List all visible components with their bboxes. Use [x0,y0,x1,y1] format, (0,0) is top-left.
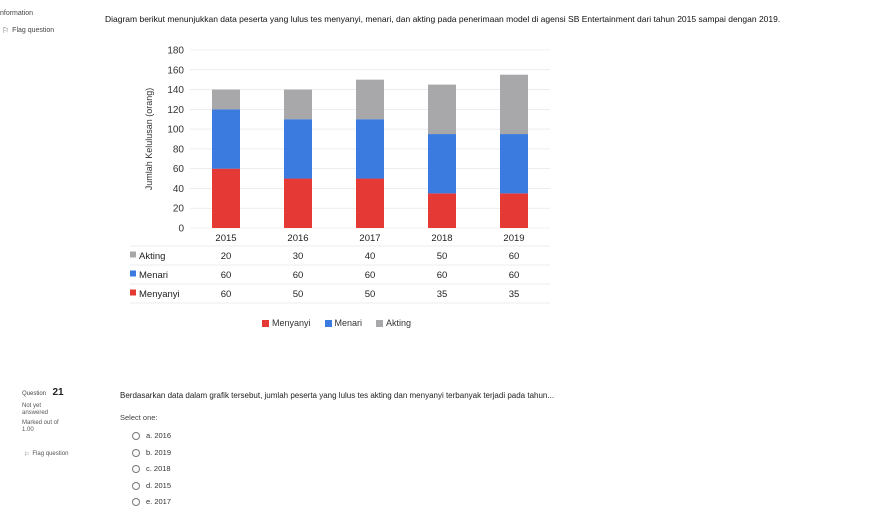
answer-option-label: a. 2016 [146,431,172,440]
table-cell: 50 [365,289,376,300]
table-row-label: Menari [139,270,168,281]
legend-swatch-akting [376,319,384,327]
radio-button[interactable] [132,448,140,457]
question-flag-label: Flag question [32,451,69,457]
table-row-label: Akting [139,251,165,262]
y-tick-label: 60 [173,164,185,175]
legend-label-menyanyi: Menyanyi [272,318,311,328]
table-cell: 60 [437,270,448,281]
chart-legend: Menyanyi Menari Akting [262,318,411,328]
bar-segment-menari [284,119,312,179]
answer-option-label: b. 2019 [146,448,172,457]
y-tick-label: 100 [167,125,184,136]
radio-button[interactable] [132,497,140,506]
y-tick-label: 160 [167,65,184,76]
legend-swatch-menari [324,319,332,327]
question-text: Berdasarkan data dalam grafik tersebut, … [120,391,555,400]
legend-label-menari: Menari [334,318,363,328]
table-row-label: Menyanyi [139,289,180,300]
question-label: Question [22,391,47,397]
legend-swatch-menyanyi [262,319,269,327]
bar-segment-menyanyi [356,178,384,228]
x-tick-label: 2019 [503,233,524,244]
table-cell: 60 [365,270,376,281]
flag-question-link[interactable]: ⚐ Flag question [2,26,54,35]
bar-segment-menari [212,109,240,169]
y-axis-label: Jumlah Kelulusan (orang) [144,88,154,191]
question-marks: Marked out of 1.00 [22,420,102,434]
bar-segment-akting [356,79,384,120]
info-panel: nformation ⚐ Flag question [0,0,100,50]
y-tick-label: 80 [173,144,185,155]
table-cell: 35 [509,289,520,300]
select-one-label: Select one: [120,413,158,422]
question-status: Not yet answered [22,403,102,417]
table-cell: 60 [293,270,304,281]
y-tick-label: 180 [167,46,184,57]
bar-segment-menari [428,134,456,194]
table-cell: 60 [509,270,520,281]
flag-question-label: Flag question [12,27,55,34]
table-cell: 30 [293,251,304,262]
legend-item-akting: Akting [376,318,411,328]
table-cell: 50 [293,289,304,300]
flag-icon: ⚐ [24,452,30,458]
bar-segment-menyanyi [284,178,312,228]
x-tick-label: 2018 [431,233,452,244]
table-cell: 35 [437,289,448,300]
answer-option-label: e. 2017 [146,497,172,506]
marked-line-1: Marked out of [22,420,59,426]
y-tick-label: 0 [178,224,184,235]
answer-option-e[interactable]: e. 2017 [132,497,171,506]
table-row-swatch [130,251,136,258]
table-cell: 60 [509,251,520,262]
answer-option-label: d. 2015 [146,481,172,490]
y-tick-label: 40 [173,184,185,195]
legend-item-menyanyi: Menyanyi [262,318,311,328]
bar-segment-menyanyi [500,193,528,228]
table-cell: 60 [221,289,232,300]
table-cell: 20 [221,251,232,262]
table-cell: 50 [437,251,448,262]
bar-segment-menari [356,119,384,179]
question-flag-link[interactable]: ⚐ Flag question [24,451,68,458]
y-tick-label: 140 [167,85,184,96]
status-line-2: answered [22,410,49,416]
stacked-bar-chart: 0 20 40 60 80 100 120 140 160 180 Jumlah Kelulusan… [130,46,550,304]
table-cell: 40 [365,251,376,262]
flag-icon: ⚐ [2,26,10,35]
bar-segment-menari [500,134,528,194]
table-cell: 60 [221,270,232,281]
y-tick-label: 20 [173,204,185,215]
radio-button[interactable] [132,431,140,440]
table-row-swatch [130,289,136,296]
y-tick-label: 120 [167,105,184,116]
answer-option-c[interactable]: c. 2018 [132,464,171,473]
bar-segment-menyanyi [212,168,240,228]
answer-option-d[interactable]: d. 2015 [132,481,171,490]
marked-line-2: 1.00 [22,427,34,433]
bar-segment-akting [500,74,528,135]
bar-segment-menyanyi [428,193,456,228]
bar-segment-akting [212,89,240,110]
answer-option-b[interactable]: b. 2019 [132,448,171,457]
radio-button[interactable] [132,481,140,490]
question-info: Question 21 Not yet answered Marked out … [22,382,102,434]
x-tick-label: 2016 [287,233,308,244]
information-label: nformation [0,10,34,17]
radio-button[interactable] [132,464,140,473]
legend-item-menari: Menari [324,318,363,328]
answer-option-a[interactable]: a. 2016 [132,431,171,440]
status-line-1: Not yet [22,403,42,409]
answer-option-label: c. 2018 [146,464,171,473]
bar-segment-akting [428,84,456,135]
bar-segment-akting [284,89,312,120]
question-number: 21 [52,387,64,398]
legend-label-akting: Akting [386,318,412,328]
x-tick-label: 2015 [215,233,236,244]
x-tick-label: 2017 [359,233,380,244]
table-row-swatch [130,270,136,277]
diagram-description: Diagram berikut menunjukkan data peserta… [105,14,781,24]
